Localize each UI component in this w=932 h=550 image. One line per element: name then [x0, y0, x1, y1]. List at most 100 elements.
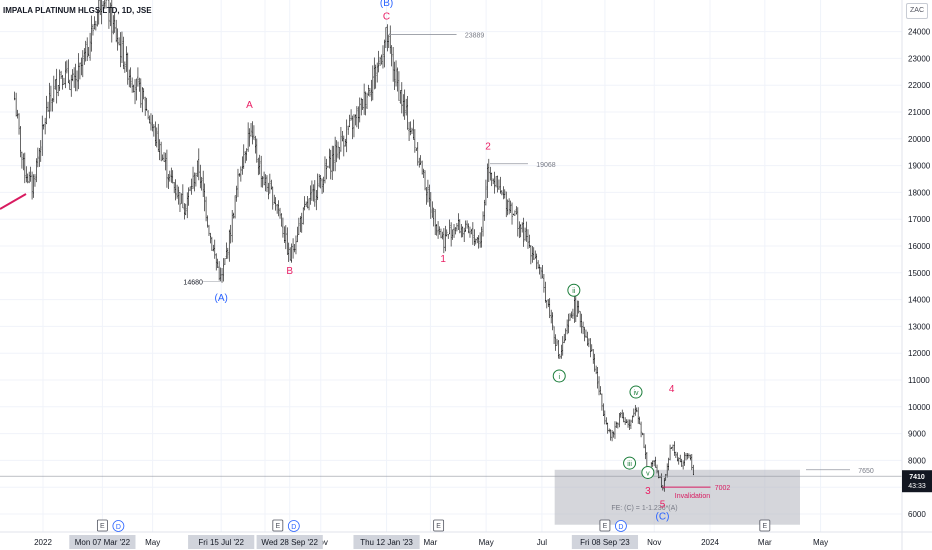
candle	[176, 184, 178, 199]
candle	[475, 238, 477, 245]
candle	[691, 454, 693, 471]
candle	[351, 115, 354, 140]
candle	[636, 407, 638, 413]
candle	[125, 46, 127, 72]
candle	[362, 99, 364, 111]
current-price-tag[interactable]	[902, 470, 932, 493]
candle	[122, 36, 125, 70]
candle	[353, 114, 355, 138]
candle	[527, 229, 529, 249]
candle	[379, 56, 381, 66]
candle	[591, 344, 593, 352]
candle	[533, 247, 535, 260]
candle	[47, 101, 49, 112]
dividend-marker-label: D	[116, 524, 121, 531]
candle	[289, 247, 291, 261]
time-tick-label: May	[479, 538, 494, 547]
price-axis[interactable]: 6000700080009000100001100012000130001400…	[901, 0, 932, 550]
candle	[130, 67, 132, 88]
candle	[502, 186, 504, 200]
dividend-marker-label: D	[291, 524, 296, 531]
candle	[579, 311, 581, 328]
candle	[611, 429, 613, 442]
candle	[22, 153, 24, 171]
candle	[509, 200, 512, 213]
candle	[556, 338, 558, 346]
candle	[83, 48, 85, 65]
candle	[518, 221, 520, 239]
candle	[63, 77, 65, 85]
candle	[485, 179, 487, 206]
candle	[154, 121, 156, 147]
candle	[270, 179, 272, 190]
candle	[315, 190, 317, 211]
candle	[67, 59, 69, 84]
earnings-marker[interactable]	[96, 519, 108, 532]
candle	[163, 152, 165, 162]
candle	[169, 170, 171, 182]
candle	[320, 174, 322, 189]
candle	[552, 312, 554, 331]
crosshair-date-label	[69, 535, 136, 549]
candle	[48, 82, 51, 119]
candle	[247, 122, 249, 152]
dividend-marker[interactable]	[287, 520, 300, 532]
candle	[267, 182, 270, 200]
candle	[282, 217, 284, 238]
candle	[530, 244, 532, 265]
candle	[45, 95, 48, 125]
candle	[111, 0, 113, 43]
candle	[90, 15, 93, 52]
candle	[549, 298, 551, 319]
candle	[483, 199, 486, 221]
candle	[309, 185, 312, 205]
dividend-marker[interactable]	[615, 520, 627, 532]
candle	[563, 333, 565, 344]
candle	[652, 460, 654, 467]
candle	[433, 207, 435, 227]
candle	[279, 207, 281, 219]
candle	[689, 454, 691, 461]
price-tick-label: 21000	[908, 108, 931, 117]
candle	[74, 63, 77, 92]
price-tick-label: 17000	[908, 215, 931, 224]
candle	[623, 412, 625, 423]
currency-button[interactable]: ZAC	[906, 3, 928, 19]
time-axis[interactable]: 2022MaySepNovMarMayJulNov2024MarMayMon 0…	[0, 519, 932, 549]
dividend-marker[interactable]	[112, 520, 125, 532]
candle	[610, 429, 612, 441]
candle	[250, 122, 252, 137]
earnings-marker[interactable]	[433, 519, 445, 532]
price-tick-label: 23000	[908, 54, 931, 63]
earnings-marker[interactable]	[272, 519, 284, 532]
earnings-marker[interactable]	[599, 519, 611, 532]
candle	[86, 37, 88, 62]
candle	[188, 187, 190, 206]
bar-countdown: 43:33	[908, 483, 926, 490]
wave-label: (B)	[380, 0, 393, 9]
earnings-marker[interactable]	[759, 519, 771, 532]
candle	[392, 47, 394, 82]
candle	[640, 421, 642, 438]
candle	[190, 178, 193, 195]
candle	[103, 0, 106, 9]
candle	[137, 67, 139, 87]
candle	[173, 181, 175, 194]
candle	[441, 231, 444, 240]
candle	[330, 149, 332, 180]
candle	[617, 422, 619, 429]
candle	[285, 225, 287, 250]
candle	[302, 207, 304, 225]
candle	[244, 151, 246, 164]
candle	[491, 172, 493, 187]
crosshair-date-text: Fri 15 Jul '22	[198, 538, 244, 547]
price-marker-label: 23889	[465, 33, 485, 40]
candle	[132, 84, 135, 93]
candle	[488, 158, 490, 182]
candle	[254, 135, 256, 154]
candle	[201, 176, 203, 191]
candle	[88, 47, 90, 57]
candle	[118, 37, 120, 46]
candle	[331, 145, 333, 180]
